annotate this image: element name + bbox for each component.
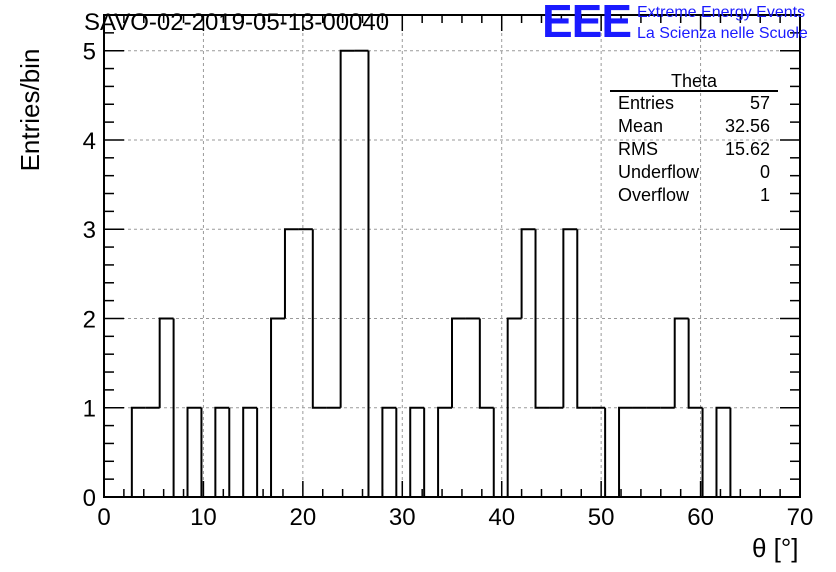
histogram-bin <box>618 406 633 497</box>
histogram-bin <box>367 50 383 498</box>
logo-line-1: Extreme Energy Events <box>637 4 806 21</box>
histogram-bin <box>130 406 146 497</box>
stats-value: 57 <box>749 93 770 113</box>
histogram-bin <box>172 318 188 498</box>
histogram-bin <box>214 406 230 497</box>
stats-box-title: Theta <box>610 70 778 92</box>
histogram-bin <box>673 317 689 408</box>
x-tick-label: 40 <box>488 504 515 531</box>
histogram-bin <box>228 407 244 498</box>
logo-line-2: La Scienza nelle Scuole <box>637 25 808 42</box>
histogram-bin <box>270 317 285 497</box>
x-tick-label: 50 <box>588 504 615 531</box>
histogram-bin <box>604 407 620 498</box>
histogram-bin <box>506 317 522 497</box>
x-tick-label: 0 <box>97 504 110 531</box>
chart-title: SAVO-02-2019-05-13-00040 <box>84 9 390 36</box>
histogram-bin <box>451 317 466 408</box>
stats-value: 15.62 <box>724 139 770 159</box>
histogram-bin <box>729 407 745 498</box>
stats-label: RMS <box>618 139 658 159</box>
x-tick-label: 70 <box>787 504 814 531</box>
plot-frame <box>103 14 801 498</box>
y-tick-label: 2 <box>83 306 96 333</box>
histogram-bin <box>687 318 703 409</box>
histogram-bin <box>492 407 508 498</box>
x-axis-label: θ [°] <box>752 533 799 563</box>
y-tick-label: 4 <box>83 128 96 155</box>
histogram-bin <box>283 228 299 319</box>
y-axis-label: Entries/bin <box>15 48 45 172</box>
x-tick-label: 30 <box>389 504 416 531</box>
stats-row-rms: RMS 15.62 <box>610 138 778 161</box>
x-tick-label: 20 <box>290 504 317 531</box>
histogram-bin <box>186 406 202 497</box>
histogram-bin <box>576 229 592 409</box>
histogram-bin <box>534 229 550 409</box>
histogram-bin <box>520 228 536 319</box>
stats-label: Mean <box>618 116 664 136</box>
histogram-bars <box>104 49 800 498</box>
histogram-bin <box>478 318 494 409</box>
stats-label: Entries <box>618 93 675 113</box>
histogram-bin <box>256 407 272 498</box>
stats-row-overflow: Overflow 1 <box>610 184 778 207</box>
histogram-bin <box>562 228 578 408</box>
eee-logo: EEE <box>542 0 632 47</box>
y-tick-label: 0 <box>83 485 96 512</box>
histogram-bin <box>381 406 397 497</box>
histogram-bin <box>423 407 439 498</box>
y-tick-label: 3 <box>83 217 96 244</box>
axis-ticks <box>103 14 801 498</box>
histogram-bin <box>701 407 717 498</box>
y-tick-label: 1 <box>83 396 96 423</box>
x-tick-label: 60 <box>687 504 714 531</box>
histogram-bin <box>311 229 327 409</box>
stats-label: Overflow <box>618 185 690 205</box>
histogram-bin <box>715 406 731 497</box>
stats-value: 1 <box>759 185 770 205</box>
x-tick-label: 10 <box>190 504 217 531</box>
histogram-bin <box>437 406 452 497</box>
stats-label: Underflow <box>618 162 700 182</box>
histogram-bin <box>242 406 258 497</box>
stats-row-underflow: Underflow 0 <box>610 161 778 184</box>
stats-box: Theta Entries 57 Mean 32.56 RMS 15.62 Un… <box>610 70 778 207</box>
histogram-bin <box>409 406 425 497</box>
histogram-bin <box>395 407 411 498</box>
stats-value: 32.56 <box>724 116 770 136</box>
stats-value: 0 <box>759 162 770 182</box>
y-tick-label: 5 <box>83 39 96 66</box>
histogram-bin <box>158 317 174 408</box>
stats-row-mean: Mean 32.56 <box>610 115 778 138</box>
histogram-bin <box>339 49 355 408</box>
stats-row-entries: Entries 57 <box>610 92 778 115</box>
